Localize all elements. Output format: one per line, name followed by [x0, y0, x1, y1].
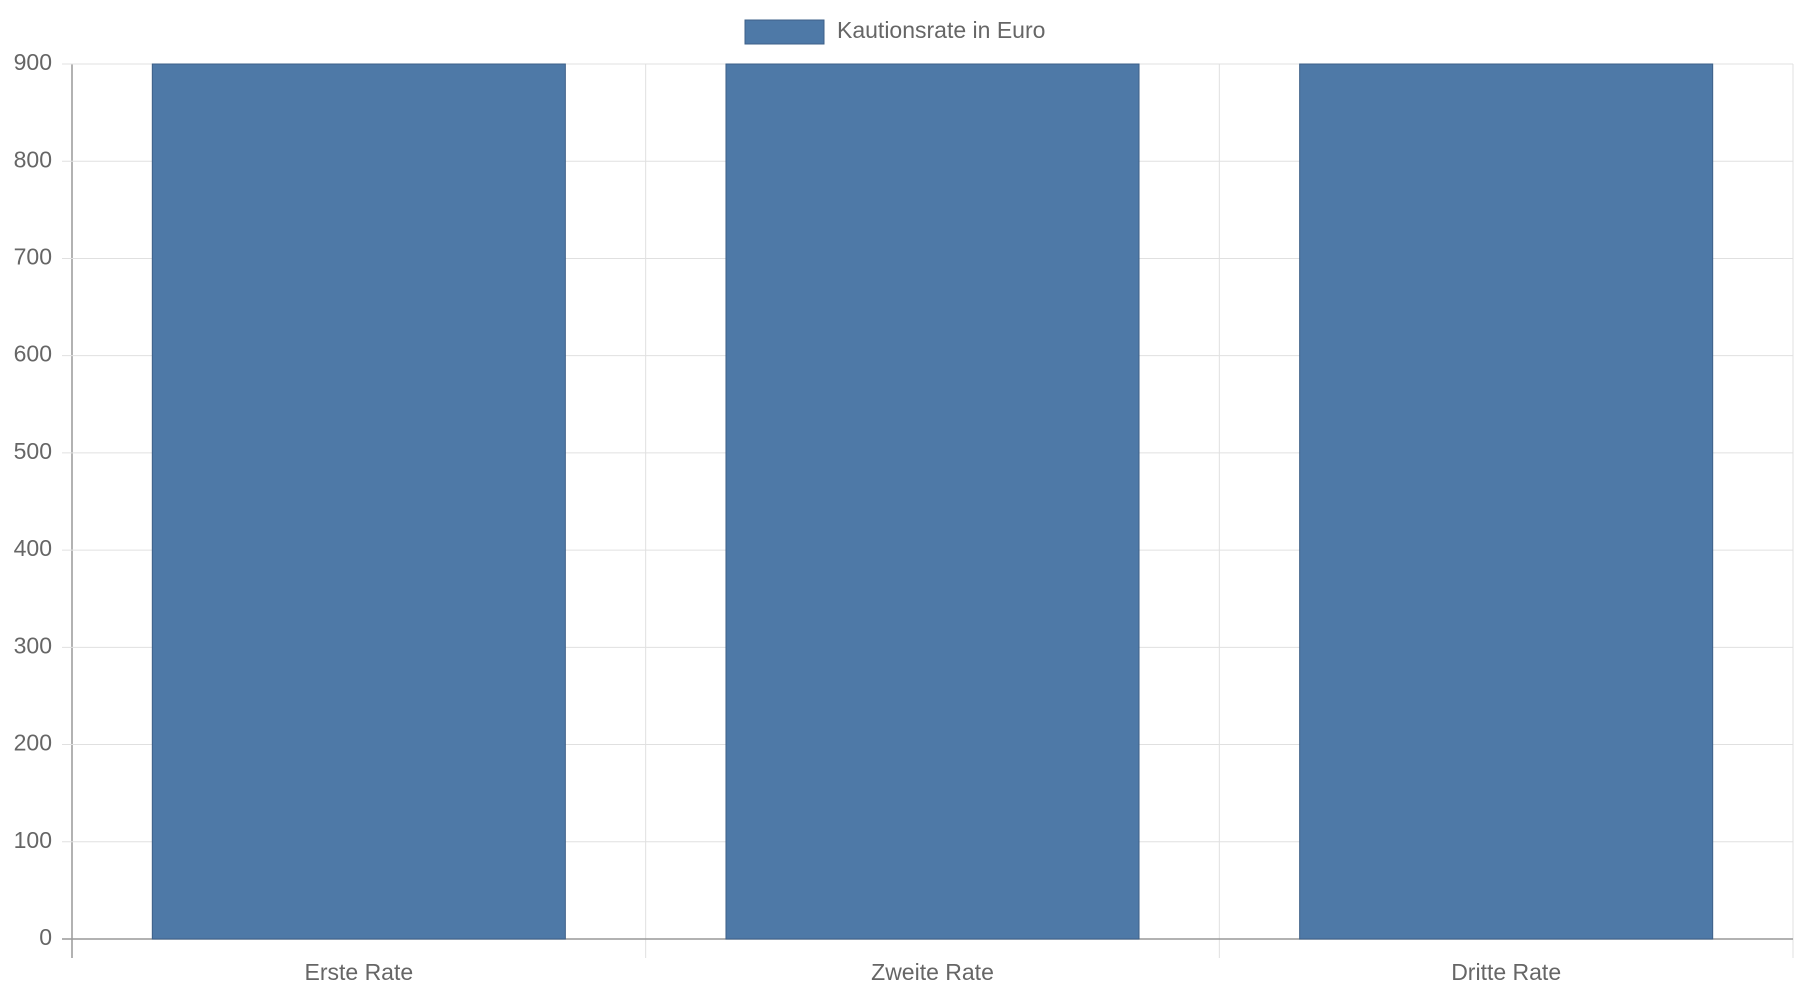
y-tick-label: 600	[14, 341, 52, 367]
x-tick-label: Erste Rate	[305, 959, 414, 985]
bar	[151, 63, 566, 940]
y-tick-label: 0	[39, 924, 52, 950]
y-tick-label: 200	[14, 730, 52, 756]
y-tick-label: 100	[14, 827, 52, 853]
y-tick-label: 700	[14, 244, 52, 270]
x-tick-label: Dritte Rate	[1451, 959, 1561, 985]
legend-swatch	[744, 19, 825, 45]
y-tick-label: 800	[14, 146, 52, 172]
y-tick-label: 500	[14, 438, 52, 464]
y-tick-label: 900	[14, 49, 52, 75]
y-tick-label: 400	[14, 535, 52, 561]
bar	[1299, 63, 1714, 940]
legend-label: Kautionsrate in Euro	[837, 17, 1045, 43]
bar	[725, 63, 1140, 940]
x-tick-label: Zweite Rate	[871, 959, 994, 985]
y-tick-label: 300	[14, 632, 52, 658]
